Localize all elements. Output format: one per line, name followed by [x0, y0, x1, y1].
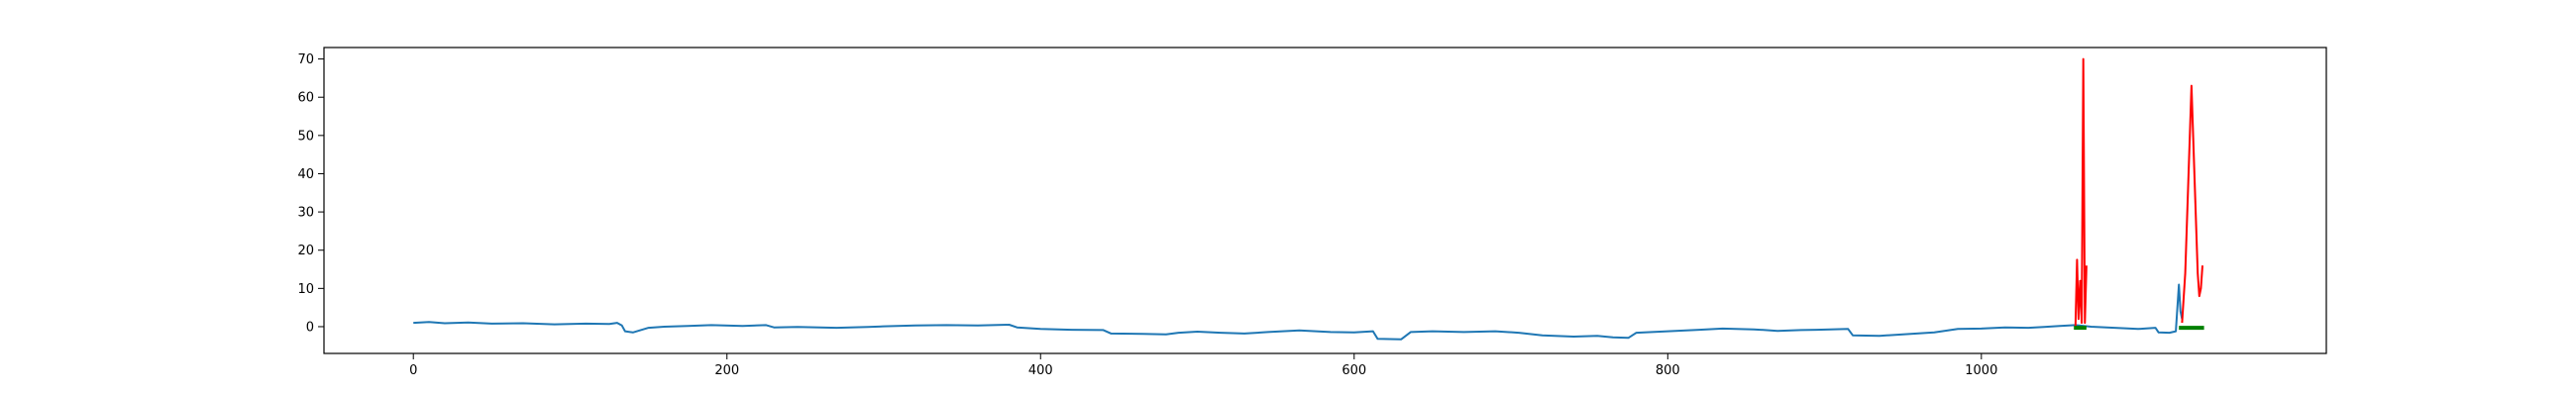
y-tick-label: 40	[297, 167, 314, 182]
x-tick-label: 0	[409, 363, 417, 378]
y-tick-label: 0	[306, 320, 314, 335]
x-tick-label: 1000	[1965, 363, 1997, 378]
series-line-2	[2181, 84, 2203, 324]
y-tick-label: 60	[297, 91, 314, 106]
x-tick-label: 200	[714, 363, 739, 378]
series-line-0	[413, 283, 2184, 341]
y-tick-label: 20	[297, 244, 314, 258]
y-tick-label: 50	[297, 129, 314, 144]
x-tick-label: 400	[1028, 363, 1053, 378]
x-axis: 0 200 400 600 800 1000	[409, 353, 1997, 378]
y-tick-label: 30	[297, 206, 314, 221]
x-tick-label: 800	[1656, 363, 1680, 378]
series-group	[413, 57, 2204, 341]
y-tick-label: 70	[297, 52, 314, 67]
y-tick-label: 10	[297, 282, 314, 297]
x-tick-label: 600	[1342, 363, 1366, 378]
axes-frame	[323, 47, 2327, 354]
series-line-1	[2074, 57, 2088, 328]
y-axis: 0 10 20 30 40 50 60 70	[297, 52, 324, 335]
